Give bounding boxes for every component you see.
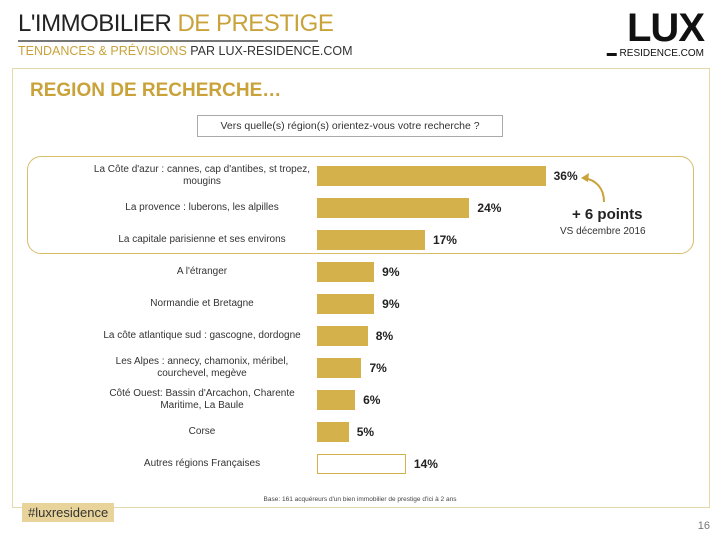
bar (317, 326, 368, 346)
value-label: 8% (375, 329, 394, 343)
value-label: 7% (369, 361, 387, 375)
bar (317, 166, 546, 186)
logo-sub-text: RESIDENCE.COM (619, 48, 704, 59)
question-box: Vers quelle(s) région(s) orientez-vous v… (197, 115, 503, 137)
bar (317, 262, 375, 282)
bar (317, 358, 362, 378)
category-label: Autres régions Françaises (143, 458, 261, 469)
subtitle-gold: TENDANCES & PRÉVISIONS (18, 44, 191, 58)
header-title: L'IMMOBILIER DE PRESTIGE (18, 10, 334, 38)
value-label: 6% (363, 393, 381, 407)
bar (317, 422, 349, 442)
category-label: La côte atlantique sud : gascogne, dordo… (103, 330, 301, 341)
category-label: La Côte d'azur : cannes, cap d'antibes, … (93, 164, 311, 187)
logo-main: LUX (627, 6, 705, 50)
value-label: 14% (413, 457, 438, 471)
base-note: Base: 161 acquéreurs d'un bien immobilie… (263, 496, 457, 503)
highlight-frame (27, 156, 694, 254)
header-rule (18, 40, 318, 42)
value-label: 9% (382, 297, 400, 311)
hashtag: #luxresidence (22, 503, 115, 522)
title-dark: L'IMMOBILIER (18, 10, 178, 37)
value-label: 9% (382, 265, 400, 279)
title-gold: DE PRESTIGE (177, 10, 334, 37)
bar (317, 294, 375, 314)
content-panel (12, 68, 710, 508)
value-label: 5% (356, 425, 375, 439)
value-label: 36% (553, 169, 578, 183)
points-annotation: + 6 points (572, 206, 643, 223)
category-label: Normandie et Bretagne (150, 298, 254, 309)
arrow-icon (581, 173, 605, 203)
bar (317, 230, 425, 250)
slide-title: REGION DE RECHERCHE… (30, 80, 282, 101)
category-label: A l'étranger (176, 266, 228, 277)
category-label: Corse (188, 426, 216, 437)
bar (317, 390, 356, 410)
bar (317, 198, 470, 218)
value-label: 24% (477, 201, 502, 215)
page-number: 16 (697, 520, 710, 532)
logo: LUX ▬ RESIDENCE.COM (606, 6, 705, 59)
category-label: Les Alpes : annecy, chamonix, méribel, c… (115, 356, 289, 379)
category-label: Côté Ouest: Bassin d'Arcachon, Charente … (109, 388, 295, 411)
category-label: La provence : luberons, les alpilles (125, 202, 279, 213)
bar (317, 454, 406, 474)
subtitle-dark: PAR LUX-RESIDENCE.COM (190, 44, 353, 58)
header-subtitle: TENDANCES & PRÉVISIONS PAR LUX-RESIDENCE… (18, 44, 353, 58)
value-label: 17% (432, 233, 457, 247)
logo-sub: ▬ RESIDENCE.COM (606, 48, 704, 59)
comparison-note: VS décembre 2016 (560, 226, 646, 237)
category-label: La capitale parisienne et ses environs (118, 234, 286, 245)
